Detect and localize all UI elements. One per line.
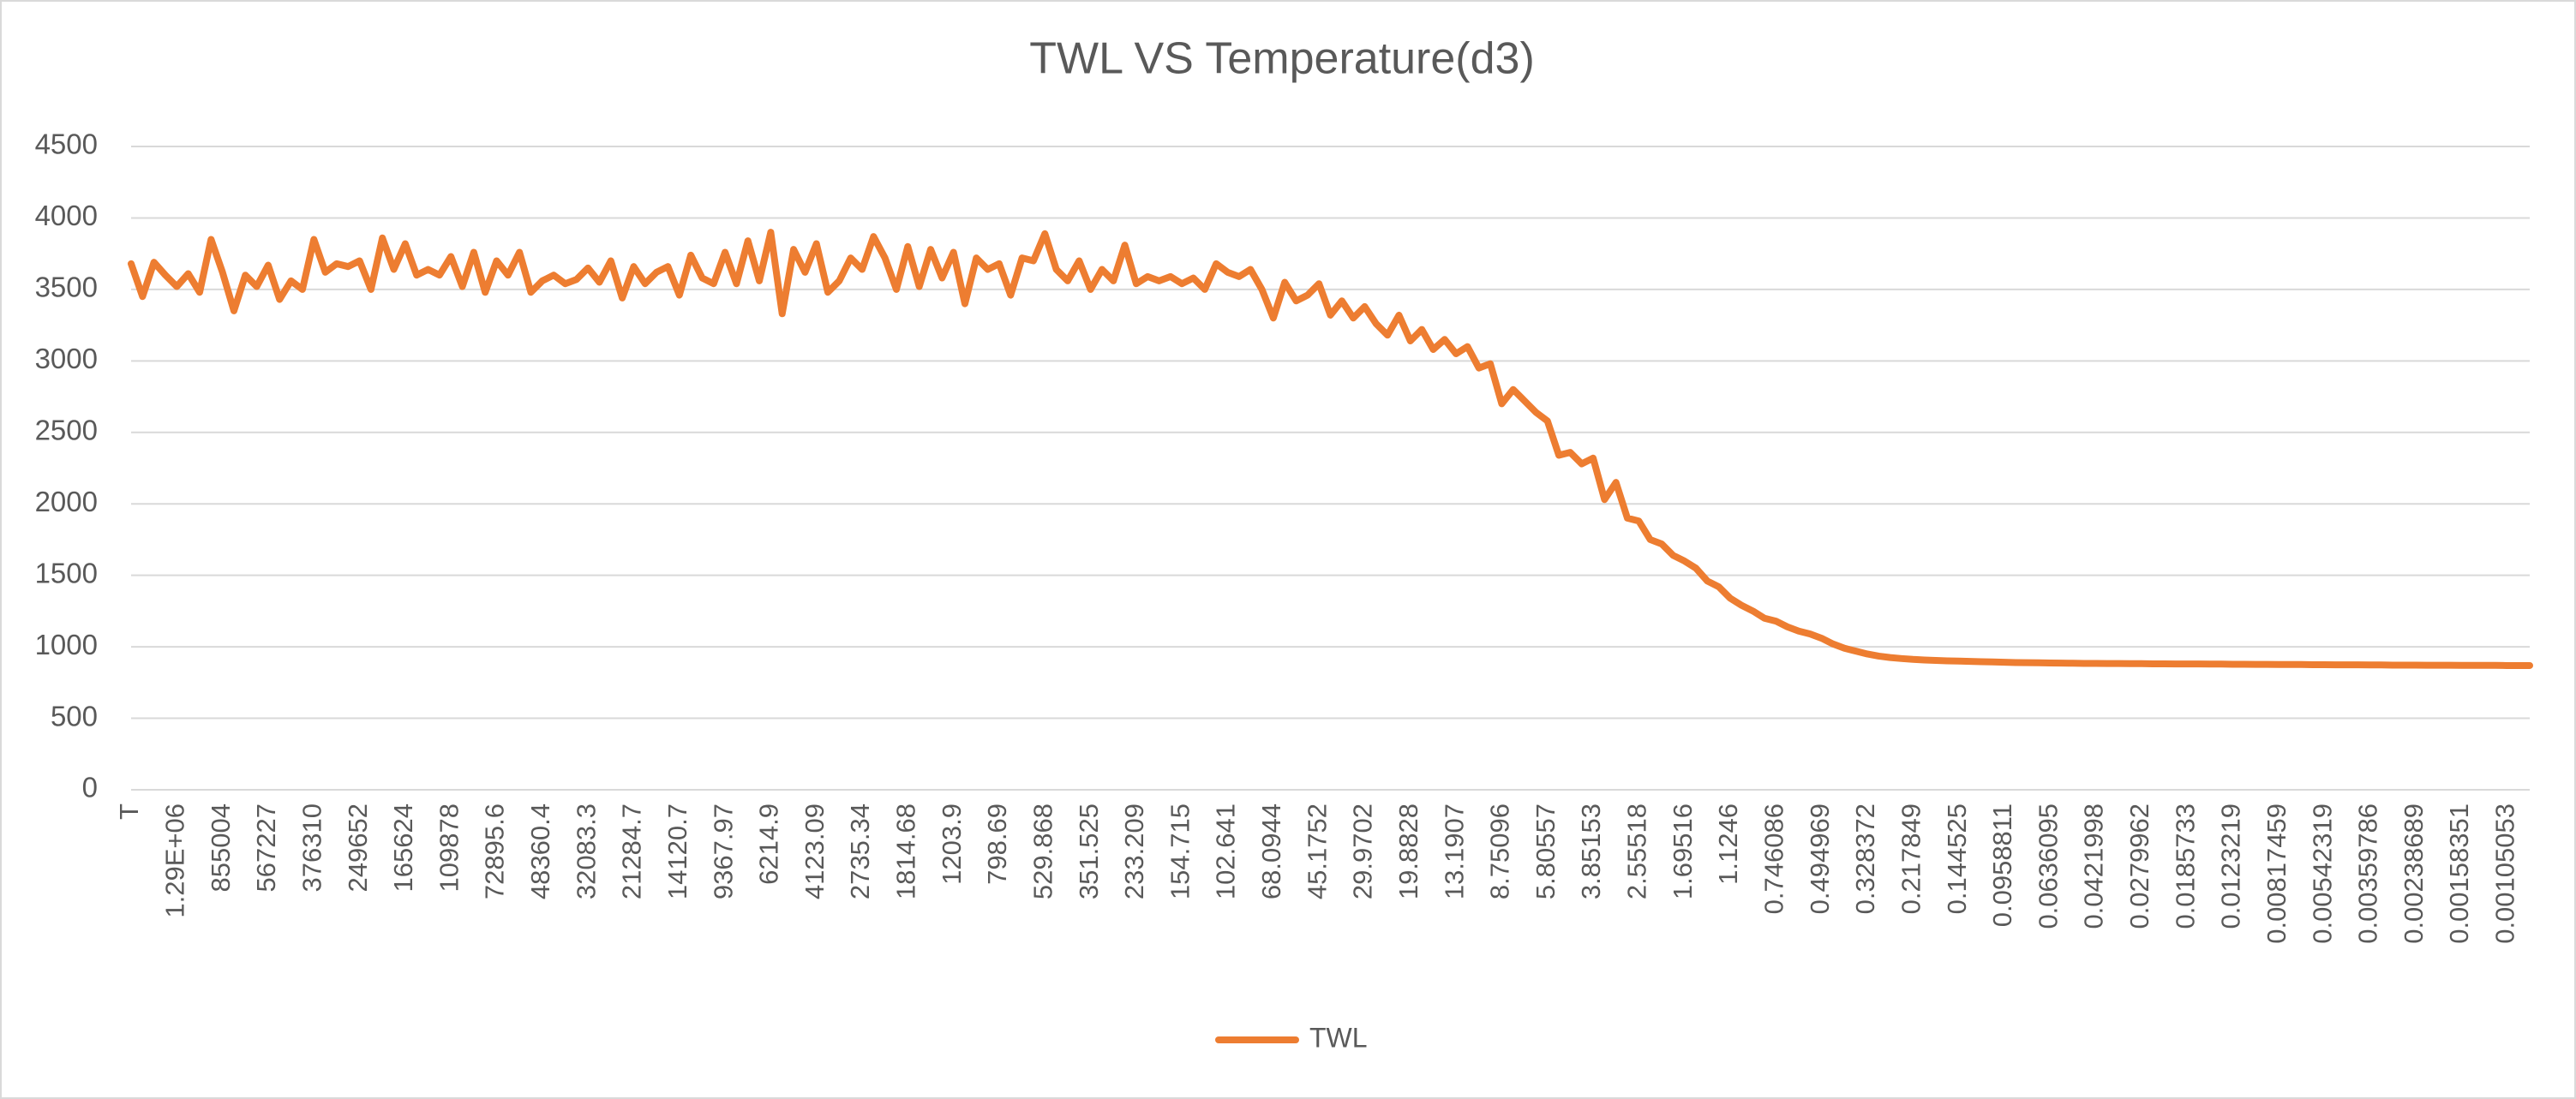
x-tick-label: 109878 (434, 803, 464, 892)
x-tick-label: 0.0185733 (2170, 803, 2200, 929)
x-tick-label: 0.00158351 (2444, 803, 2474, 944)
x-tick-label: 2.55518 (1622, 803, 1652, 899)
x-tick-label: 0.144525 (1942, 803, 1972, 914)
x-tick-label: 1.29E+06 (160, 803, 190, 918)
x-tick-label: 0.0636095 (2033, 803, 2063, 929)
x-tick-label: 0.00238689 (2399, 803, 2429, 944)
x-tick-label: 0.0958811 (1987, 803, 2017, 927)
x-tick-label: 13.1907 (1439, 803, 1469, 899)
chart-title: TWL VS Temperature(d3) (1029, 34, 1535, 84)
legend-label: TWL (1309, 1022, 1368, 1053)
x-tick-label: T (114, 803, 144, 820)
y-tick-label: 4500 (35, 128, 98, 160)
x-tick-label: 19.8828 (1393, 803, 1423, 899)
x-tick-label: 529.868 (1027, 803, 1057, 899)
x-tick-label: 72895.6 (480, 803, 510, 899)
x-tick-label: 102.641 (1211, 803, 1241, 899)
x-tick-label: 351.525 (1074, 803, 1104, 899)
y-tick-label: 2500 (35, 414, 98, 445)
x-tick-label: 68.0944 (1256, 803, 1286, 899)
x-tick-label: 0.00542319 (2307, 803, 2337, 944)
y-tick-label: 0 (82, 772, 98, 803)
x-tick-label: 9367.97 (708, 803, 738, 899)
x-tick-label: 233.209 (1119, 803, 1149, 899)
x-tick-label: 165624 (388, 803, 418, 892)
x-tick-label: 376310 (297, 803, 326, 892)
y-tick-label: 1000 (35, 629, 98, 660)
x-tick-label: 48360.4 (525, 803, 555, 899)
x-tick-label: 0.494969 (1805, 803, 1835, 914)
y-tick-label: 3000 (35, 343, 98, 374)
x-tick-label: 5.80557 (1531, 803, 1561, 899)
x-tick-label: 0.217849 (1896, 803, 1926, 914)
x-tick-label: 32083.3 (571, 803, 601, 899)
x-tick-label: 249652 (343, 803, 373, 892)
x-tick-label: 1203.9 (937, 803, 967, 885)
x-tick-label: 154.715 (1165, 803, 1195, 899)
x-tick-label: 0.0279962 (2124, 803, 2154, 929)
x-tick-label: 3.85153 (1576, 803, 1606, 899)
x-tick-label: 0.0123219 (2216, 803, 2246, 929)
x-tick-label: 8.75096 (1485, 803, 1515, 899)
x-tick-label: 14120.7 (662, 803, 692, 899)
y-tick-label: 3500 (35, 272, 98, 303)
line-series (128, 229, 2533, 669)
x-tick-label: 1814.68 (891, 803, 921, 899)
x-tick-label: 567227 (251, 803, 281, 892)
x-tick-label: 6214.9 (754, 803, 784, 885)
x-tick-label: 0.746086 (1759, 803, 1789, 914)
x-tick-label: 21284.7 (617, 803, 647, 899)
x-tick-label: 45.1752 (1302, 803, 1332, 899)
x-tick-label: 0.328372 (1850, 803, 1880, 914)
x-tick-label: 2735.34 (845, 803, 875, 899)
y-tick-label: 500 (51, 700, 98, 732)
x-tick-label: 855004 (206, 803, 236, 892)
y-tick-label: 2000 (35, 486, 98, 517)
y-tick-label: 1500 (35, 557, 98, 588)
x-tick-label: 0.00105053 (2490, 803, 2520, 944)
x-tick-label: 29.9702 (1348, 803, 1378, 899)
x-tick-label: 0.00817459 (2261, 803, 2291, 944)
y-tick-label: 4000 (35, 200, 98, 231)
x-tick-label: 1.69516 (1668, 803, 1698, 899)
x-tick-label: 0.0421998 (2079, 803, 2109, 929)
x-tick-label: 798.69 (982, 803, 1012, 885)
x-tick-label: 0.00359786 (2353, 803, 2383, 944)
x-tick-label: 4123.09 (800, 803, 830, 899)
x-tick-label: 1.1246 (1713, 803, 1743, 885)
